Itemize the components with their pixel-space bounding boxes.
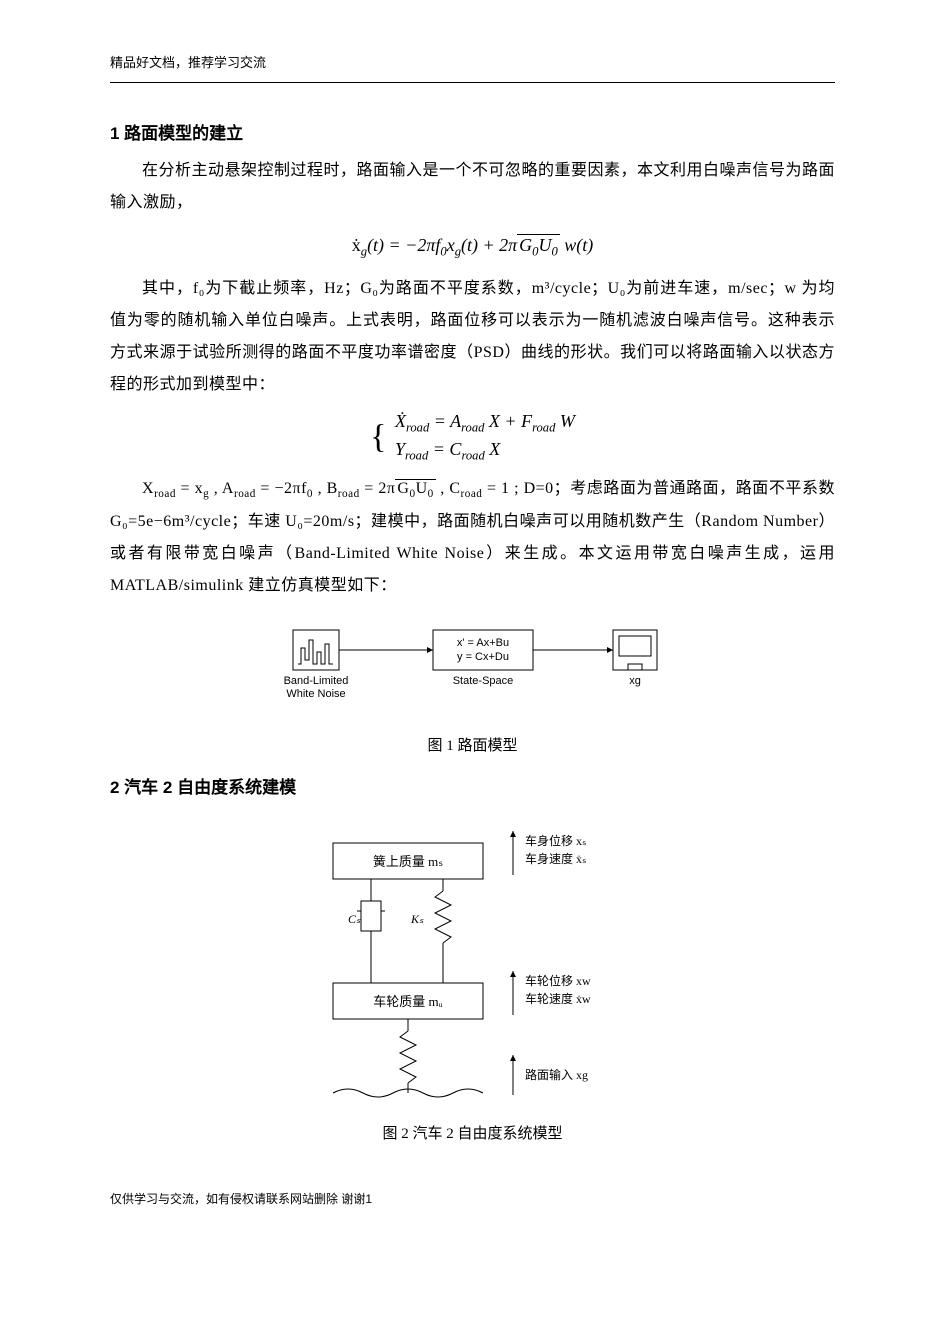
fig2-damper-label: Cₛ — [348, 912, 361, 926]
eq2-line1: Ẋroad = Aroad X + Froad W — [395, 411, 575, 431]
fig1-block1-label1: Band-Limited — [283, 675, 348, 687]
fig2-arrow3: 路面输入 xg — [525, 1067, 588, 1082]
fig2-arrow1-l1: 车身位移 xₛ — [525, 833, 586, 848]
section1-p1: 在分析主动悬架控制过程时，路面输入是一个不可忽略的重要因素，本文利用白噪声信号为… — [110, 155, 835, 219]
fig2-spring-label: Kₛ — [410, 912, 424, 926]
fig1-block2-line1: x' = Ax+Bu — [456, 637, 508, 649]
fig2-arrow2-l1: 车轮位移 xw — [525, 973, 591, 988]
fig1-block2-label: State-Space — [452, 675, 513, 687]
equation-1: ẋg(t) = −2πf0xg(t) + 2πG0U0 w(t) — [110, 227, 835, 265]
fig1-block3-label: xg — [629, 675, 641, 687]
figure-2: 簧上质量 mₛ 车身位移 xₛ 车身速度 ẋₛ Cₛ Kₛ 车轮质量 mᵤ 车轮… — [110, 823, 835, 1113]
footer-note: 仅供学习与交流，如有侵权请联系网站删除 谢谢1 — [110, 1187, 835, 1211]
section1-p3: Xroad = xg , Aroad = −2πf0 , Broad = 2πG… — [110, 473, 835, 602]
fig2-arrow2-l2: 车轮速度 ẋw — [525, 991, 591, 1006]
section2-title: 2 汽车 2 自由度系统建模 — [110, 771, 835, 805]
eq2-line2: Yroad = Croad X — [395, 439, 500, 459]
figure-1-caption: 图 1 路面模型 — [110, 731, 835, 761]
header-note: 精品好文档，推荐学习交流 — [110, 50, 835, 83]
section1-title: 1 路面模型的建立 — [110, 117, 835, 151]
section1-p2: 其中，f₀为下截止频率，Hz；G₀为路面不平度系数，m³/cycle；U₀为前进… — [110, 273, 835, 401]
fig1-block2-line2: y = Cx+Du — [457, 651, 509, 663]
fig1-block1-label2: White Noise — [286, 688, 345, 700]
fig2-mass-bottom: 车轮质量 mᵤ — [373, 994, 443, 1009]
fig2-mass-top: 簧上质量 mₛ — [372, 854, 442, 869]
equation-2: { Ẋroad = Aroad X + Froad W Yroad = Croa… — [110, 409, 835, 465]
figure-2-caption: 图 2 汽车 2 自由度系统模型 — [110, 1119, 835, 1149]
figure-1: Band-Limited White Noise x' = Ax+Bu y = … — [110, 620, 835, 725]
fig2-arrow1-l2: 车身速度 ẋₛ — [525, 851, 586, 866]
